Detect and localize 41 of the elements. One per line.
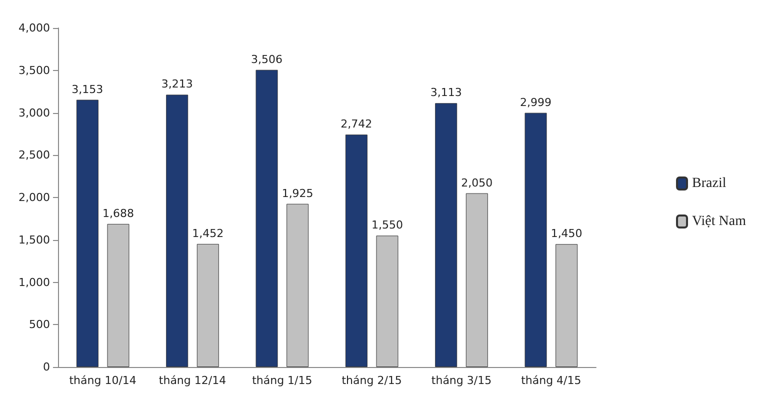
bar — [466, 193, 488, 367]
legend-label: Việt Nam — [692, 214, 746, 229]
y-tick-label: 500 — [29, 318, 50, 332]
y-tick-label: 3,000 — [18, 106, 50, 120]
y-tick-label: 3,500 — [18, 64, 50, 77]
bar — [435, 103, 458, 367]
y-tick-label: 2,000 — [18, 191, 50, 204]
x-tick-label: tháng 10/14 — [69, 374, 136, 387]
bar — [286, 204, 309, 367]
x-tick-label: tháng 2/15 — [342, 374, 402, 387]
data-label: 1,925 — [282, 186, 314, 200]
y-tick-label: 2,500 — [18, 148, 50, 162]
bar — [556, 244, 578, 367]
bar — [345, 134, 368, 367]
x-tick-label: tháng 4/15 — [521, 374, 582, 387]
x-tick-label: tháng 3/15 — [431, 374, 492, 387]
bar — [107, 224, 130, 367]
bar — [524, 112, 547, 367]
legend-label: Brazil — [692, 176, 726, 191]
y-tick-label: 4,000 — [18, 22, 50, 34]
bar — [166, 94, 188, 367]
x-tick-label: tháng 1/15 — [252, 374, 312, 387]
data-label: 1,688 — [102, 206, 134, 220]
data-label: 2,999 — [520, 96, 552, 109]
data-label: 3,506 — [251, 52, 283, 66]
data-label: 1,550 — [371, 218, 403, 232]
bar — [196, 244, 219, 367]
bar — [376, 236, 398, 367]
x-tick-label: tháng 12/14 — [158, 374, 226, 387]
data-label: 2,050 — [461, 176, 493, 190]
y-tick-label: 1,500 — [18, 233, 50, 246]
data-label: 3,213 — [161, 78, 193, 91]
bar — [256, 70, 278, 367]
data-label: 1,450 — [550, 227, 582, 240]
y-tick-label: 0 — [43, 360, 50, 374]
data-label: 3,113 — [430, 86, 462, 100]
data-label: 1,452 — [192, 226, 224, 240]
y-tick-label: 1,000 — [18, 276, 50, 289]
data-label: 3,153 — [72, 82, 104, 96]
bar — [76, 100, 98, 367]
data-label: 2,742 — [340, 118, 372, 131]
